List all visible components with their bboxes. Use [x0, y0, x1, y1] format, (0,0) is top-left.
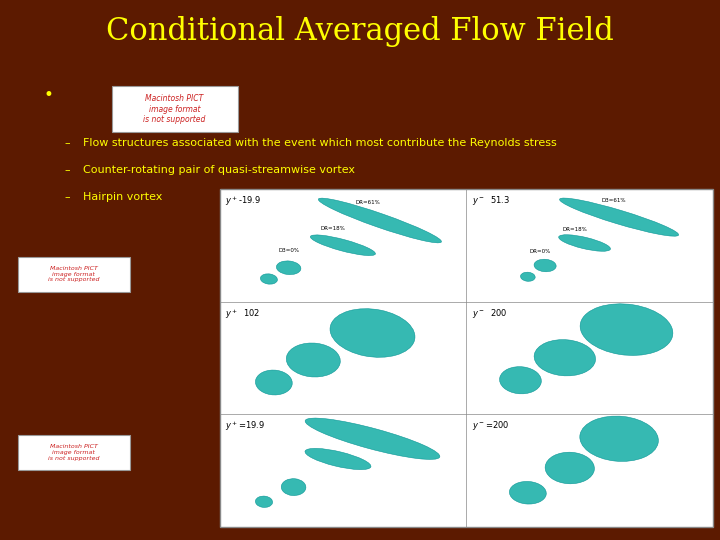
- Text: $y^-$  200: $y^-$ 200: [472, 307, 508, 320]
- Ellipse shape: [287, 343, 341, 377]
- Ellipse shape: [282, 478, 306, 496]
- Text: Flow structures associated with the event which most contribute the Reynolds str: Flow structures associated with the even…: [83, 138, 557, 148]
- Ellipse shape: [521, 272, 535, 281]
- Text: DR=18%: DR=18%: [562, 227, 587, 232]
- Text: –: –: [65, 138, 71, 148]
- Ellipse shape: [276, 261, 301, 274]
- Ellipse shape: [256, 496, 273, 508]
- FancyBboxPatch shape: [18, 256, 130, 292]
- Ellipse shape: [500, 367, 541, 394]
- Ellipse shape: [545, 452, 595, 484]
- Ellipse shape: [559, 198, 679, 236]
- Text: DR=18%: DR=18%: [320, 226, 346, 231]
- Text: –: –: [65, 165, 71, 175]
- Ellipse shape: [559, 235, 611, 251]
- Text: Hairpin vortex: Hairpin vortex: [83, 192, 162, 202]
- FancyBboxPatch shape: [18, 435, 130, 470]
- Ellipse shape: [318, 198, 441, 243]
- Ellipse shape: [580, 416, 658, 461]
- Ellipse shape: [580, 304, 673, 355]
- Text: $y^-$  51.3: $y^-$ 51.3: [472, 194, 510, 207]
- Text: Macintosh PICT
image format
is not supported: Macintosh PICT image format is not suppo…: [48, 266, 99, 282]
- Text: Macintosh PICT
image format
is not supported: Macintosh PICT image format is not suppo…: [143, 94, 206, 124]
- Ellipse shape: [261, 274, 277, 284]
- Ellipse shape: [534, 340, 595, 376]
- FancyBboxPatch shape: [220, 189, 713, 526]
- Ellipse shape: [305, 418, 440, 460]
- FancyBboxPatch shape: [112, 86, 238, 132]
- Ellipse shape: [256, 370, 292, 395]
- Text: –: –: [65, 192, 71, 202]
- Ellipse shape: [330, 309, 415, 357]
- Text: Macintosh PICT
image format
is not supported: Macintosh PICT image format is not suppo…: [48, 444, 99, 461]
- Text: D3=0%: D3=0%: [278, 248, 299, 253]
- Text: DR=61%: DR=61%: [355, 200, 380, 205]
- Ellipse shape: [305, 448, 371, 470]
- Text: $y^+$-19.9: $y^+$-19.9: [225, 194, 261, 208]
- Text: Conditional Averaged Flow Field: Conditional Averaged Flow Field: [106, 16, 614, 47]
- Text: •: •: [43, 86, 53, 104]
- Text: Counter-rotating pair of quasi-streamwise vortex: Counter-rotating pair of quasi-streamwis…: [83, 165, 355, 175]
- Ellipse shape: [534, 259, 556, 272]
- Text: $y^-$=200: $y^-$=200: [472, 420, 509, 433]
- Ellipse shape: [310, 235, 375, 255]
- Text: DR=0%: DR=0%: [529, 249, 551, 254]
- Ellipse shape: [510, 482, 546, 504]
- Text: $y^+$=19.9: $y^+$=19.9: [225, 420, 266, 433]
- Text: $y^+$  102: $y^+$ 102: [225, 307, 261, 321]
- Text: D3=61%: D3=61%: [602, 198, 626, 202]
